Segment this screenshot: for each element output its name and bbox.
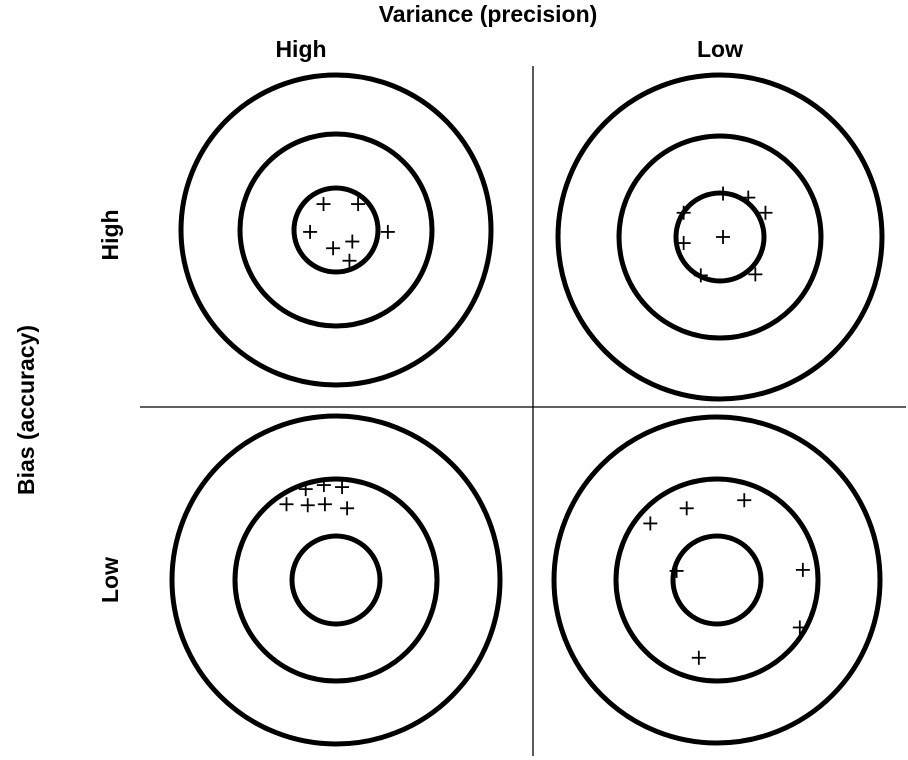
hit-mark — [316, 478, 331, 493]
hit-mark — [335, 480, 350, 495]
inner-ring — [289, 533, 383, 627]
hit-mark — [669, 563, 684, 578]
column-label-high: High — [275, 36, 326, 62]
hit-mark — [643, 516, 658, 531]
hit-mark — [748, 267, 763, 282]
hit-mark — [691, 650, 706, 665]
middle-ring — [616, 133, 824, 341]
hit-mark — [317, 497, 332, 512]
hit-mark — [342, 253, 357, 268]
hit-mark — [298, 482, 313, 497]
hit-mark — [340, 501, 355, 516]
row-axis-title: Bias (accuracy) — [13, 325, 39, 495]
hit-mark — [345, 234, 360, 249]
hit-mark — [303, 224, 318, 239]
target-low-variance-high-bias — [555, 72, 885, 402]
hit-mark — [679, 501, 694, 516]
outer-ring — [551, 414, 883, 746]
target-high-variance-low-bias — [169, 413, 503, 747]
hit-mark — [716, 186, 731, 201]
column-label-low: Low — [697, 36, 743, 62]
hit-mark — [741, 190, 756, 205]
hit-mark — [716, 230, 731, 244]
hit-mark — [316, 197, 331, 212]
row-label-low: Low — [97, 557, 123, 603]
hit-mark — [795, 562, 810, 577]
middle-ring — [613, 476, 821, 684]
hit-mark — [279, 497, 294, 512]
hit-mark — [676, 205, 691, 220]
hit-mark — [351, 197, 366, 212]
hit-mark — [737, 493, 752, 508]
hit-mark — [676, 236, 691, 251]
hit-mark — [693, 268, 708, 283]
column-axis-title: Variance (precision) — [379, 1, 598, 27]
inner-ring — [670, 533, 764, 627]
inner-ring — [291, 185, 381, 275]
hit-mark — [300, 498, 315, 513]
outer-ring — [178, 72, 494, 388]
outer-ring — [555, 72, 885, 402]
row-label-high: High — [97, 209, 123, 260]
target-low-variance-low-bias — [551, 414, 883, 746]
target-high-variance-high-bias — [178, 72, 494, 388]
middle-ring — [232, 476, 440, 684]
middle-ring — [237, 131, 435, 329]
hit-mark — [380, 224, 395, 239]
outer-ring — [169, 413, 503, 747]
hit-mark — [758, 205, 773, 220]
hit-mark — [792, 620, 807, 635]
hit-mark — [326, 241, 341, 256]
